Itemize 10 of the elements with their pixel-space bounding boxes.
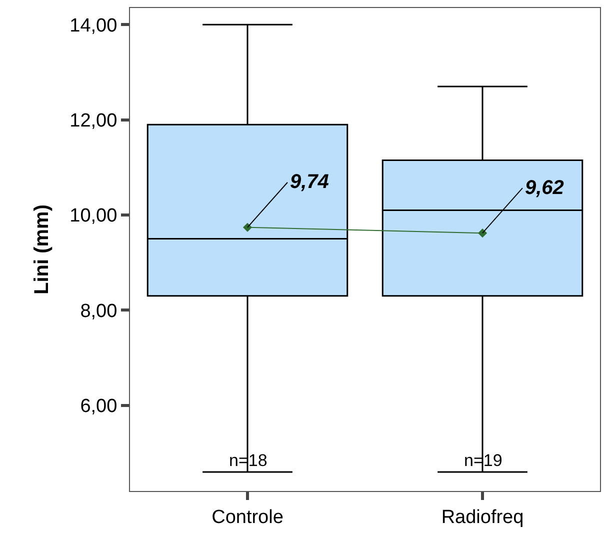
y-tick-label: 14,00 — [70, 15, 118, 36]
annotation: 9,74 — [290, 171, 329, 193]
y-tick-label: 12,00 — [70, 110, 118, 132]
y-tick-label: 6,00 — [80, 396, 118, 417]
y-tick-label: 10,00 — [70, 206, 118, 227]
x-tick-label: Controle — [212, 506, 284, 528]
y-axis-title: Lini (mm) — [31, 204, 54, 294]
y-tick-label: 8,00 — [80, 300, 118, 322]
x-tick-label: Radiofreq — [441, 506, 524, 528]
annotation: 9,62 — [525, 177, 564, 199]
